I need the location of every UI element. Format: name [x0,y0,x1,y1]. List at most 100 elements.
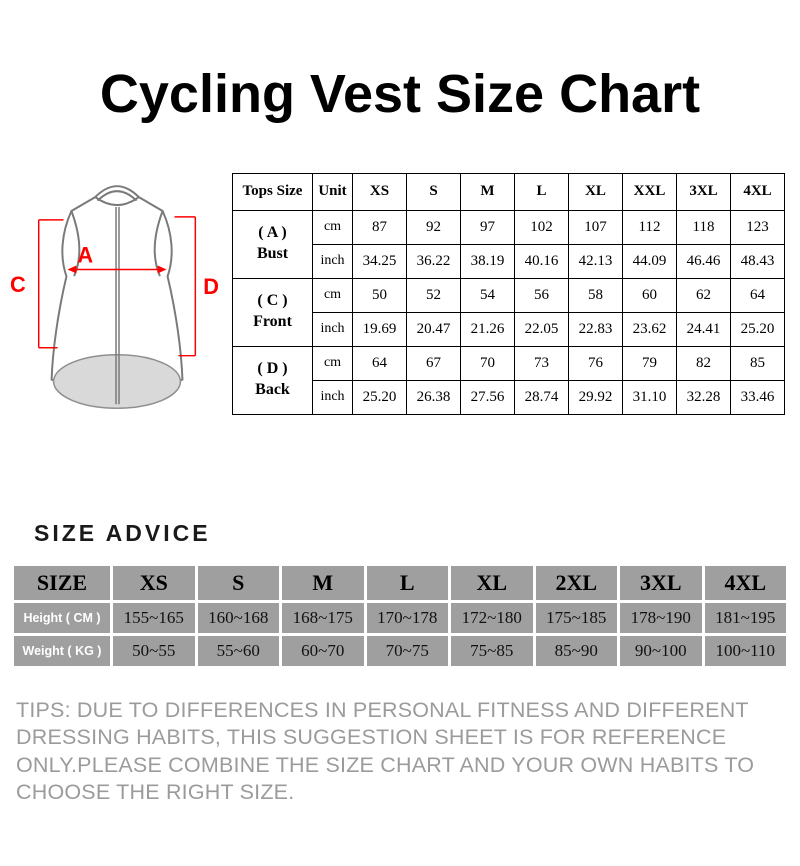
size-value-cell: 79 [622,345,677,381]
size-advice-heading: SIZE ADVICE [34,519,211,546]
advice-value-cell: 178~190 [620,602,702,633]
advice-col-header: S [197,565,279,600]
size-value-cell: 67 [406,345,461,381]
size-value-cell: 38.19 [460,243,515,279]
size-col-header: L [514,172,569,211]
size-value-cell: 82 [676,345,731,381]
measure-name: Back [255,381,290,399]
measure-name: Front [253,313,292,331]
unit-cell: cm [312,277,353,313]
size-col-header: M [460,172,515,211]
measure-row-label: ( A ) Bust [232,209,313,279]
size-value-cell: 73 [514,345,569,381]
size-value-cell: 70 [460,345,515,381]
advice-col-header: XS [113,565,195,600]
size-value-cell: 22.83 [568,311,623,347]
measure-row-label: ( C ) Front [232,277,313,347]
size-advice-table: SIZE XS S M L XL 2XL 3XL 4XL Height ( CM ) 155~165… [11,563,789,669]
size-value-cell: 50 [352,277,407,313]
measure-letter-a: A [77,242,93,267]
size-value-cell: 27.56 [460,379,515,415]
advice-col-header: XL [451,565,533,600]
advice-col-header: M [282,565,364,600]
size-col-header: Unit [312,172,353,211]
size-col-header: Tops Size [232,172,313,211]
advice-col-header: 4XL [704,565,786,600]
size-value-cell: 34.25 [352,243,407,279]
unit-cell: cm [312,345,353,381]
size-value-cell: 85 [730,345,785,381]
measure-row-label: ( D ) Back [232,345,313,415]
size-value-cell: 92 [406,209,461,245]
unit-cell: inch [312,311,353,347]
size-value-cell: 33.46 [730,379,785,415]
size-chart-body: Tops Size Unit XS S M L XL XXL 3XL 4XL ( A ) Bust cm… [232,172,785,415]
size-value-cell: 20.47 [406,311,461,347]
size-col-header: XL [568,172,623,211]
advice-value-cell: 181~195 [704,602,786,633]
size-value-cell: 21.26 [460,311,515,347]
vest-zipper [115,206,120,404]
advice-value-cell: 60~70 [282,635,364,666]
size-value-cell: 52 [406,277,461,313]
page: Cycling Vest Size Chart [0,66,800,807]
advice-value-cell: 155~165 [113,602,195,633]
size-value-cell: 42.13 [568,243,623,279]
advice-col-header: SIZE [14,565,110,600]
size-value-cell: 62 [676,277,731,313]
size-col-header: S [406,172,461,211]
size-chart-table: Tops Size Unit XS S M L XL XXL 3XL 4XL ( A ) Bust cm… [232,172,785,415]
measure-code: ( A ) [258,224,287,242]
vest-hem-shade [52,353,182,409]
advice-value-cell: 50~55 [113,635,195,666]
advice-value-cell: 168~175 [282,602,364,633]
size-value-cell: 32.28 [676,379,731,415]
unit-cell: cm [312,209,353,245]
advice-row-label: Weight ( KG ) [14,635,110,666]
size-value-cell: 58 [568,277,623,313]
size-value-cell: 48.43 [730,243,785,279]
advice-col-header: L [366,565,448,600]
size-value-cell: 118 [676,209,731,245]
size-value-cell: 26.38 [406,379,461,415]
size-value-cell: 64 [352,345,407,381]
size-value-cell: 76 [568,345,623,381]
size-value-cell: 64 [730,277,785,313]
size-chart-section: A C D Tops Size Unit XS S M L XL XXL 3XL 4XL ( A )… [0,172,800,474]
size-value-cell: 25.20 [730,311,785,347]
advice-value-cell: 170~178 [366,602,448,633]
advice-value-cell: 160~168 [197,602,279,633]
measure-code: ( C ) [257,292,288,310]
size-value-cell: 36.22 [406,243,461,279]
size-value-cell: 22.05 [514,311,569,347]
measure-letter-c: C [10,272,26,297]
advice-value-cell: 90~100 [620,635,702,666]
unit-cell: inch [312,243,353,279]
advice-value-cell: 75~85 [451,635,533,666]
size-value-cell: 23.62 [622,311,677,347]
size-value-cell: 60 [622,277,677,313]
advice-value-cell: 70~75 [366,635,448,666]
advice-value-cell: 175~185 [535,602,617,633]
measure-code: ( D ) [257,360,288,378]
advice-col-header: 2XL [535,565,617,600]
measure-name: Bust [256,245,289,263]
advice-row-label: Height ( CM ) [14,602,110,633]
vest-diagram-svg: A C D [10,184,219,409]
advice-value-cell: 100~110 [704,635,786,666]
size-value-cell: 25.20 [352,379,407,415]
size-col-header: XXL [622,172,677,211]
size-value-cell: 102 [514,209,569,245]
size-value-cell: 123 [730,209,785,245]
size-value-cell: 107 [568,209,623,245]
size-value-cell: 24.41 [676,311,731,347]
measurement-lines [37,215,197,357]
size-col-header: 3XL [676,172,731,211]
measure-letter-d: D [203,274,219,299]
size-value-cell: 97 [460,209,515,245]
size-value-cell: 28.74 [514,379,569,415]
advice-col-header: 3XL [620,565,702,600]
vest-illustration: A C D [6,173,232,474]
size-value-cell: 112 [622,209,677,245]
tips-text: TIPS: DUE TO DIFFERENCES IN PERSONAL FIT… [16,697,755,805]
